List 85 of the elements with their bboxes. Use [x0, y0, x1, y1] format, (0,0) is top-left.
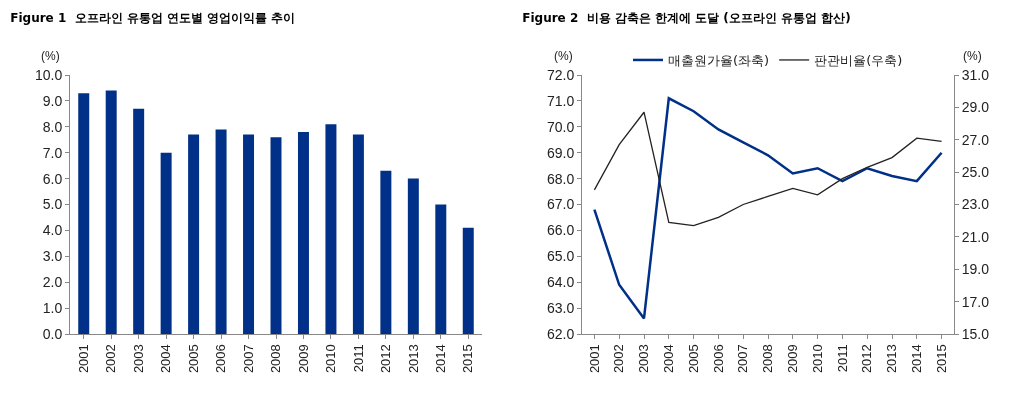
x-tick-label: 2010	[809, 344, 825, 374]
line-series	[593, 97, 943, 320]
y-tick-label: 0.0	[42, 325, 63, 342]
bar	[105, 90, 117, 334]
y-tick-label: 62.0	[546, 325, 575, 342]
y-axis-title: (%)	[41, 49, 60, 63]
y2-tick-label: 27.0	[961, 131, 990, 148]
x-tick-label: 2009	[295, 344, 311, 374]
x-tick-label: 2002	[103, 344, 119, 374]
legend-label: 매출원가율(좌축)	[668, 53, 770, 69]
y-tick-label: 67.0	[546, 196, 575, 213]
y-tick-label: 69.0	[546, 144, 575, 161]
bar	[243, 134, 255, 334]
x-tick-label: 2014	[433, 344, 449, 374]
x-tick-label: 2012	[859, 344, 875, 374]
chart-title: Figure 1 오프라인 유통업 연도별 영업이익률 추이	[10, 11, 296, 26]
bar	[352, 134, 364, 334]
y2-tick-label: 19.0	[961, 261, 990, 278]
x-tick-label: 2009	[785, 344, 801, 374]
y2-tick-label: 31.0	[961, 66, 990, 83]
y-tick-label: 3.0	[42, 248, 63, 265]
x-tick-label: 2011	[834, 344, 850, 373]
x-tick-label: 2001	[586, 344, 602, 374]
x-tick-label: 2010	[323, 344, 339, 374]
x-tick-label: 2008	[760, 344, 776, 374]
y-tick-label: 10.0	[34, 66, 63, 83]
y-tick-label: 6.0	[42, 170, 63, 187]
y-tick-label: 9.0	[42, 92, 63, 109]
bar	[462, 227, 474, 334]
bar	[188, 134, 200, 334]
y-tick-label: 5.0	[42, 196, 63, 213]
y-tick-label: 64.0	[546, 274, 575, 291]
x-tick-label: 2012	[378, 344, 394, 374]
x-tick-label: 2005	[685, 344, 701, 374]
x-tick-label: 2003	[636, 344, 652, 374]
y-tick-label: 4.0	[42, 222, 63, 239]
bar	[270, 137, 282, 334]
x-tick-label: 2015	[933, 344, 949, 374]
y-tick-label: 72.0	[546, 66, 575, 83]
y-tick-label: 63.0	[546, 300, 575, 316]
y2-tick-label: 15.0	[961, 325, 990, 342]
x-tick-label: 2006	[710, 344, 726, 374]
y2-axis-title: (%)	[963, 49, 982, 63]
x-tick-label: 2007	[735, 344, 751, 374]
y-tick-label: 71.0	[546, 92, 575, 109]
x-tick-label: 2004	[158, 344, 174, 374]
y-tick-label: 1.0	[42, 300, 63, 316]
x-tick-label: 2011	[350, 344, 366, 373]
line-series	[593, 111, 943, 227]
x-tick-label: 2002	[611, 344, 627, 374]
y-tick-label: 65.0	[546, 248, 575, 265]
y2-tick-label: 23.0	[961, 196, 990, 213]
bar	[407, 178, 419, 334]
y2-tick-label: 29.0	[961, 99, 990, 116]
x-tick-label: 2013	[405, 344, 421, 374]
chart-title: Figure 2 비용 감축은 한계에 도달 (오프라인 유통업 합산)	[522, 11, 851, 26]
legend-label: 판관비율(우축)	[814, 53, 903, 69]
bar	[297, 131, 309, 334]
x-tick-label: 2015	[460, 344, 476, 374]
x-tick-label: 2014	[909, 344, 925, 374]
bar	[215, 129, 227, 334]
x-tick-label: 2004	[661, 344, 677, 374]
x-tick-label: 2006	[213, 344, 229, 374]
bar	[160, 152, 172, 334]
y-tick-label: 66.0	[546, 222, 575, 239]
y2-tick-label: 17.0	[961, 293, 990, 310]
y-tick-label: 68.0	[546, 170, 575, 187]
y-tick-label: 70.0	[546, 118, 575, 135]
x-tick-label: 2001	[75, 344, 91, 374]
y-tick-label: 2.0	[42, 274, 63, 291]
x-tick-label: 2003	[130, 344, 146, 374]
y2-tick-label: 21.0	[961, 228, 990, 245]
y-tick-label: 8.0	[42, 118, 63, 135]
bar	[133, 108, 145, 334]
x-tick-label: 2013	[884, 344, 900, 374]
bar	[325, 124, 337, 334]
y-axis-title: (%)	[554, 49, 573, 63]
y2-tick-label: 25.0	[961, 164, 990, 181]
bar	[78, 93, 90, 334]
y-tick-label: 7.0	[42, 144, 63, 161]
x-tick-label: 2007	[240, 344, 256, 374]
bar	[380, 170, 392, 334]
bar	[435, 204, 447, 334]
x-tick-label: 2005	[185, 344, 201, 374]
x-tick-label: 2008	[268, 344, 284, 374]
